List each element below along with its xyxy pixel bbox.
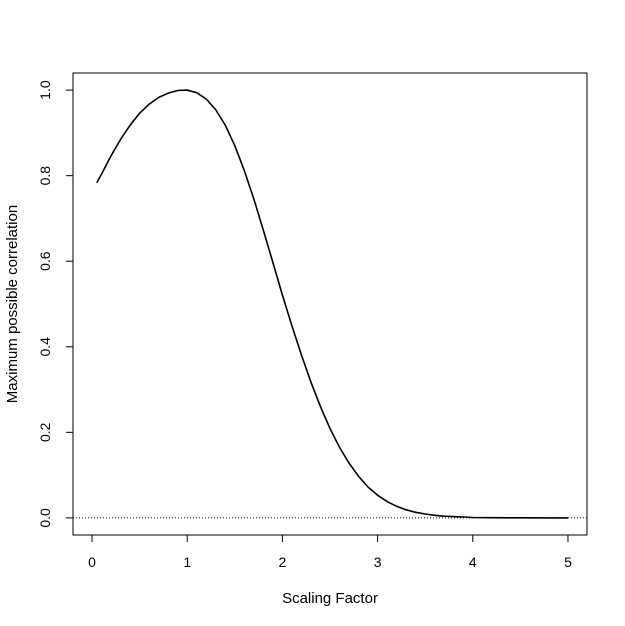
x-tick-label: 0 bbox=[88, 554, 96, 570]
y-axis-title: Maximum possible correlation bbox=[4, 205, 21, 403]
x-tick-label: 3 bbox=[374, 554, 382, 570]
x-axis: 0 1 2 3 4 5 bbox=[88, 534, 572, 570]
y-tick-label: 1.0 bbox=[37, 80, 53, 100]
x-tick-label: 5 bbox=[564, 554, 572, 570]
x-axis-title: Scaling Factor bbox=[282, 590, 378, 607]
y-tick-label: 0.8 bbox=[37, 166, 53, 186]
x-tick-label: 4 bbox=[469, 554, 477, 570]
y-tick-label: 0.4 bbox=[37, 337, 53, 357]
y-axis: 0.0 0.2 0.4 0.6 0.8 1.0 bbox=[37, 80, 74, 528]
x-tick-label: 1 bbox=[183, 554, 191, 570]
y-tick-label: 0.2 bbox=[37, 422, 53, 442]
y-tick-label: 0.0 bbox=[37, 508, 53, 528]
x-tick-label: 2 bbox=[279, 554, 287, 570]
plot-frame bbox=[72, 72, 588, 536]
y-tick-label: 0.6 bbox=[37, 251, 53, 271]
series-line bbox=[96, 89, 568, 519]
